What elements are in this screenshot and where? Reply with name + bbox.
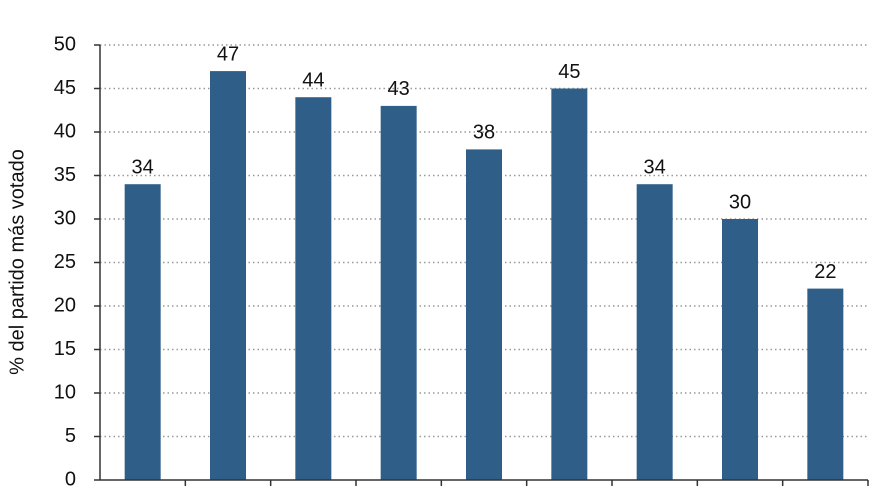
bar [807, 288, 844, 480]
bar [210, 71, 246, 480]
value-label: 44 [302, 69, 324, 91]
y-tick-label: 15 [54, 338, 76, 360]
y-axis-label: % del partido más votado [6, 149, 28, 375]
bar [466, 149, 502, 480]
value-label: 47 [217, 43, 239, 65]
bar [380, 105, 417, 481]
value-label: 30 [729, 191, 751, 213]
y-tick-label: 30 [54, 207, 76, 229]
value-label: 43 [388, 78, 410, 100]
y-tick-label: 35 [54, 164, 76, 186]
value-label: 45 [558, 61, 580, 83]
value-label: 38 [473, 122, 495, 144]
y-tick-label: 40 [54, 120, 76, 142]
value-label: 34 [132, 156, 154, 178]
bar [295, 97, 332, 480]
y-tick-label: 45 [54, 77, 76, 99]
value-label: 22 [814, 261, 836, 283]
y-tick-label: 20 [54, 294, 76, 316]
y-tick-label: 25 [54, 251, 76, 273]
y-tick-label: 0 [65, 468, 76, 490]
bar [124, 184, 161, 480]
y-tick-label: 10 [54, 381, 76, 403]
y-tick-label: 5 [65, 425, 76, 447]
y-tick-label: 50 [54, 33, 76, 55]
bar [551, 88, 588, 480]
bar [722, 219, 758, 480]
value-label: 34 [644, 156, 666, 178]
bar [636, 184, 673, 480]
